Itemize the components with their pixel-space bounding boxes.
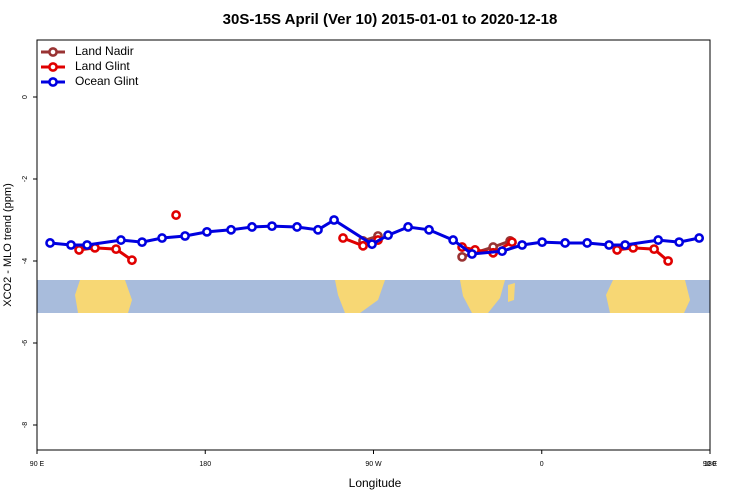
data-point (66, 240, 76, 250)
data-point (292, 222, 302, 232)
data-point (620, 240, 631, 250)
data-point (358, 240, 368, 251)
y-tick-label: -2 (22, 176, 29, 182)
data-point (467, 249, 477, 259)
y-axis-label: XCO2 - MLO trend (ppm) (2, 183, 14, 306)
africa (460, 280, 505, 313)
australia (75, 280, 132, 313)
madagascar (508, 283, 515, 302)
data-point (137, 237, 147, 248)
x-tick-label: 90 E (30, 461, 45, 468)
data-point (157, 233, 167, 243)
data-point (497, 246, 508, 257)
data-point (180, 231, 190, 241)
legend-marker (48, 62, 58, 72)
data-point (74, 245, 84, 255)
data-point (111, 244, 121, 254)
y-tick-label: -6 (22, 340, 29, 346)
series (45, 215, 705, 259)
legend-label: Ocean Glint (75, 74, 139, 88)
x-tick-label: 180 (704, 461, 716, 468)
data-point (313, 224, 323, 235)
map-band (37, 280, 710, 313)
data-point (367, 239, 377, 250)
data-point (403, 222, 413, 232)
data-point (338, 233, 348, 243)
data-point (517, 240, 528, 250)
y-tick-label: -8 (22, 422, 29, 428)
y-tick-label: -4 (22, 258, 29, 264)
data-point (604, 240, 614, 250)
legend-label: Land Nadir (75, 44, 134, 58)
data-point (171, 210, 181, 220)
data-point (457, 251, 468, 262)
data-point (507, 237, 517, 248)
data-point (247, 222, 257, 232)
australia (606, 280, 690, 313)
data-point (424, 224, 434, 235)
x-tick-label: 90 E (703, 461, 718, 468)
data-point (116, 235, 126, 245)
data-point (45, 238, 55, 248)
data-point (448, 235, 459, 245)
x-tick-label: 180 (199, 461, 211, 468)
data-point (653, 235, 664, 245)
data-point (537, 237, 548, 248)
legend-marker (48, 77, 58, 87)
south-america (335, 280, 385, 313)
data-point (383, 230, 393, 241)
data-point (612, 245, 622, 255)
data-point (82, 240, 93, 250)
data-point (127, 255, 137, 266)
x-axis-label: Longitude (349, 476, 402, 490)
legend-marker (48, 47, 58, 57)
data-point (694, 233, 705, 243)
data-point (582, 238, 593, 248)
data-point (329, 215, 339, 225)
y-tick-label: 0 (22, 95, 29, 99)
x-tick-label: 0 (540, 461, 544, 468)
data-point (674, 237, 685, 248)
legend-label: Land Glint (75, 59, 130, 73)
chart-title: 30S-15S April (Ver 10) 2015-01-01 to 202… (223, 11, 558, 28)
data-point (560, 238, 571, 248)
x-tick-label: 90 W (365, 461, 382, 468)
data-point (663, 256, 674, 266)
data-point (267, 221, 277, 232)
data-point (202, 226, 212, 237)
data-point (226, 224, 236, 235)
data-point (649, 244, 660, 254)
